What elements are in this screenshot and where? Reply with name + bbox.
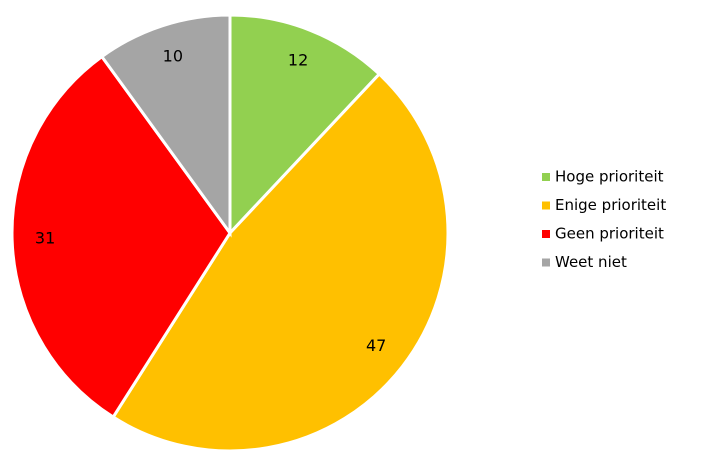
data-label: 31 xyxy=(35,228,55,247)
legend-label: Enige prioriteit xyxy=(555,196,666,214)
data-label: 10 xyxy=(163,47,183,66)
data-label: 47 xyxy=(366,336,386,355)
data-label: 12 xyxy=(288,50,308,69)
legend-label: Hoge prioriteit xyxy=(555,168,664,186)
legend-swatch xyxy=(542,258,550,267)
legend-swatch xyxy=(542,201,550,210)
pie-slice xyxy=(10,54,232,420)
pie-slice xyxy=(111,71,450,450)
legend-label: Geen prioriteit xyxy=(555,225,664,243)
legend-swatch xyxy=(542,173,550,181)
pie-slice xyxy=(99,13,232,238)
pie-slice xyxy=(228,13,382,237)
legend-swatch xyxy=(542,230,550,238)
legend-label: Weet niet xyxy=(555,253,627,271)
